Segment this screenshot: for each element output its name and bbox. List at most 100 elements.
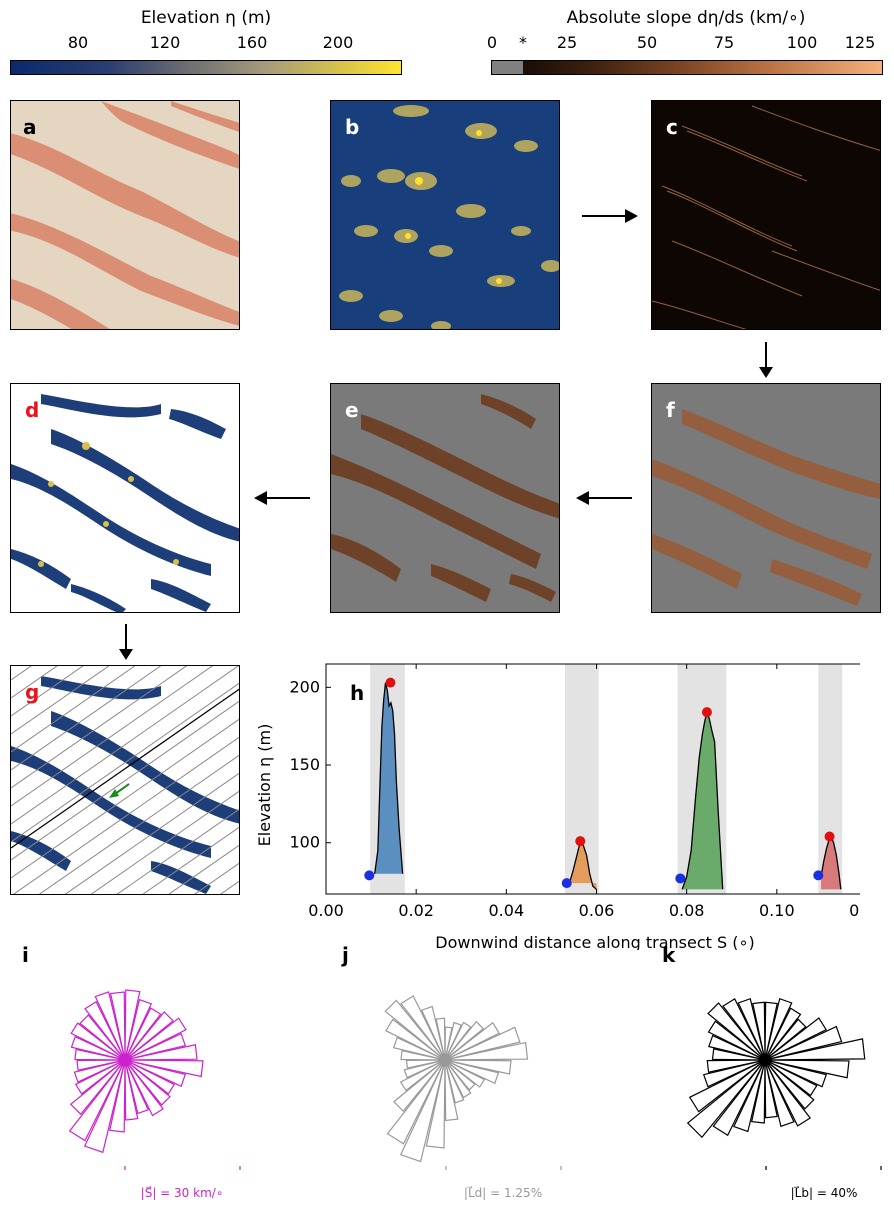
rose-scale-label-j: |L⃗d| = 1.25%: [463, 1186, 543, 1200]
slope-tick: *: [519, 33, 527, 52]
arrow-right-icon: [582, 209, 638, 223]
rose-petal: [124, 1059, 164, 1117]
panel-label-c: c: [666, 115, 678, 139]
rose-petal: [83, 1059, 126, 1154]
transect-line: [11, 682, 239, 843]
rose-petal: [124, 1059, 171, 1106]
elevation-profile-chart: 0.000.020.040.060.080.100.12100150200 h …: [255, 663, 860, 950]
rose-petal: [124, 1007, 162, 1061]
x-tick-label: 0.10: [759, 901, 795, 920]
dune-profile-area: [374, 682, 403, 874]
threshold-map: [652, 409, 880, 606]
rose-petal: [109, 1059, 126, 1133]
panel-label-j: j: [341, 943, 349, 967]
dune-base-point: [813, 870, 824, 881]
slope-tick: 50: [636, 33, 658, 52]
slope-colorbar-ticks: 0 * 25 50 75 100 125: [487, 33, 882, 53]
dune-crest-point: [385, 677, 396, 688]
rose-petal: [124, 1017, 187, 1061]
elevation-colorbar-title: Elevation η (m): [140, 8, 272, 28]
transect-line: [11, 718, 239, 879]
x-tick-label: 0.12: [849, 901, 860, 920]
rose-petal: [764, 1059, 812, 1127]
masked-elevation-map: [11, 394, 239, 612]
transect-line: [11, 666, 84, 717]
transect-line: [38, 754, 239, 894]
dune-base-point: [675, 873, 686, 884]
slope-tick: 25: [556, 33, 578, 52]
panel-g-transects: g: [10, 665, 240, 895]
rose-petal: [70, 1022, 126, 1061]
x-tick-label: 0.02: [398, 901, 434, 920]
rose-center: [122, 1057, 128, 1063]
panel-label-g: g: [25, 680, 40, 704]
transects-map: [11, 666, 239, 894]
rose-petal: [722, 997, 766, 1061]
rose-petal: [444, 1026, 521, 1061]
rose-petal: [124, 1044, 198, 1061]
transect-line: [12, 736, 239, 894]
rose-scale-bar-k: [765, 1166, 882, 1170]
dune-mask-map: [331, 394, 559, 602]
rose-petal: [124, 1059, 204, 1078]
panel-c-slope: c: [651, 100, 881, 330]
panel-label-d: d: [25, 398, 40, 422]
rose-petal: [124, 1032, 187, 1061]
panel-label-e: e: [345, 398, 359, 422]
rose-petal: [124, 1059, 176, 1095]
x-tick-label: 0.04: [489, 901, 525, 920]
rose-petal: [68, 1059, 126, 1142]
rose-petal: [399, 1059, 446, 1163]
rose-petal: [764, 1038, 866, 1061]
transect-line: [11, 666, 239, 825]
rose-petal: [84, 1000, 126, 1061]
elevation-tick: 160: [236, 33, 268, 52]
rose-petal: [109, 991, 126, 1061]
rose-petal: [733, 1059, 766, 1133]
dune-crest-point: [701, 707, 712, 718]
rose-petal: [94, 991, 126, 1061]
rose-petal: [74, 1059, 126, 1095]
rose-petal: [444, 1041, 529, 1061]
elevation-map: [339, 105, 559, 329]
panel-label-i: i: [22, 943, 29, 967]
arrow-down-icon: [119, 624, 133, 660]
dune-crest-point: [824, 831, 835, 842]
transect-line: [142, 826, 239, 894]
slope-colorbar-title: Absolute slope dη/ds (km/∘): [566, 8, 806, 28]
rose-petal: [79, 1014, 126, 1061]
elevation-tick: 80: [67, 33, 89, 52]
transect-line: [11, 666, 214, 807]
rose-petal: [764, 1059, 815, 1110]
transect-line: [11, 666, 110, 735]
slope-tick: 75: [713, 33, 735, 52]
rose-scale-label-i: |S⃗| = 30 km/∘: [140, 1186, 224, 1200]
rose-scale-bar-i: [124, 1166, 241, 1170]
rose-petal: [73, 1059, 126, 1083]
transect-line: [11, 666, 188, 789]
rose-petal: [384, 999, 446, 1061]
panel-label-f: f: [666, 398, 675, 422]
elevation-tick: 200: [322, 33, 354, 52]
panel-label-b: b: [345, 115, 360, 139]
dune-shade-band: [818, 664, 843, 894]
dune-base-point: [561, 878, 572, 889]
rose-diagram-k: k: [662, 943, 882, 1170]
rose-scale-bar-j: [445, 1166, 562, 1170]
rose-petal: [688, 1059, 766, 1113]
dune-profile-line: [681, 709, 724, 890]
rose-petal: [124, 1059, 187, 1088]
y-tick-label: 100: [289, 833, 320, 852]
rose-diagram-i: i: [22, 943, 241, 1170]
rose-petal: [712, 1059, 766, 1137]
rose-petal: [707, 1002, 766, 1061]
dune-crest-point: [575, 836, 586, 847]
satellite-image: [11, 101, 239, 329]
rose-center: [762, 1057, 768, 1063]
panel-a-satellite: a: [10, 100, 240, 330]
y-tick-label: 150: [289, 755, 320, 774]
slope-map: [652, 105, 880, 329]
panel-b-elevation: b: [330, 100, 560, 330]
rose-petal: [764, 1025, 843, 1061]
x-tick-label: 0.08: [669, 901, 705, 920]
